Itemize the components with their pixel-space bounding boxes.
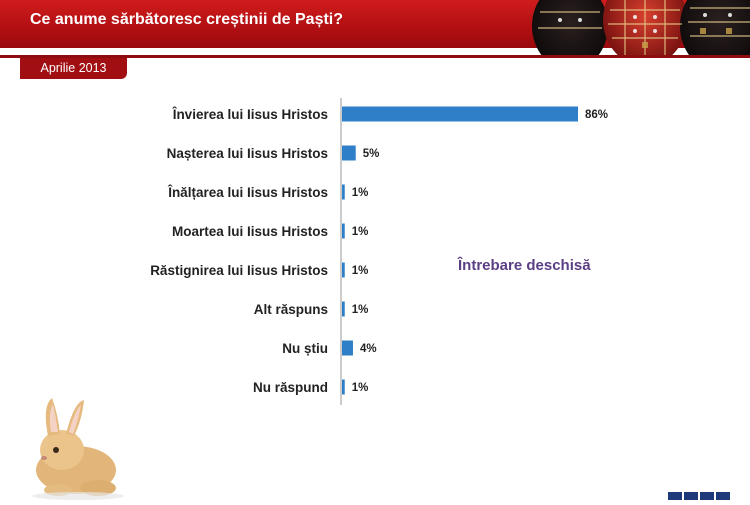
rabbit-image: [18, 392, 128, 500]
category-label: Înălțarea lui Iisus Hristos: [167, 185, 328, 200]
value-label: 4%: [360, 343, 377, 355]
company-logo: [668, 492, 730, 500]
bar: [342, 340, 353, 356]
date-label: Aprilie 2013: [40, 61, 107, 75]
value-label: 1%: [352, 226, 369, 238]
value-label: 1%: [352, 187, 369, 199]
annotation-text: Întrebare deschisă: [458, 257, 591, 274]
category-label: Învierea lui Iisus Hristos: [172, 107, 328, 122]
date-tab: Aprilie 2013: [20, 58, 127, 79]
bar: [342, 184, 345, 200]
category-label: Nu răspund: [253, 380, 328, 395]
bar: [342, 301, 345, 317]
value-label: 86%: [585, 109, 608, 121]
category-label: Răstignirea lui Iisus Hristos: [150, 263, 328, 278]
bar: [342, 379, 345, 395]
value-label: 1%: [352, 304, 369, 316]
bar: [342, 223, 345, 239]
easter-eggs-image: [530, 0, 750, 56]
bar: [342, 106, 578, 122]
category-label: Nașterea lui Iisus Hristos: [167, 146, 328, 161]
header-divider: [0, 55, 750, 58]
category-label: Nu știu: [282, 341, 328, 356]
value-label: 1%: [352, 382, 369, 394]
bar: [342, 145, 356, 161]
category-label: Alt răspuns: [254, 302, 328, 317]
page-title: Ce anume sărbătoresc creștinii de Paști?: [30, 11, 344, 28]
value-label: 1%: [352, 265, 369, 277]
category-label: Moartea lui Iisus Hristos: [172, 224, 328, 239]
bar: [342, 262, 345, 278]
value-label: 5%: [363, 148, 380, 160]
